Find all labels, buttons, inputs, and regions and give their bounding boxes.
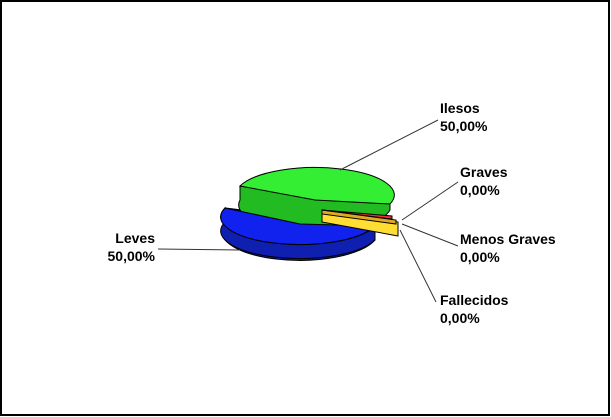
label-menos-graves-value: 0,00% (460, 249, 500, 265)
pie-slice-graves (321, 209, 393, 220)
leader-line-graves (401, 181, 459, 221)
leader-line-menos-graves (401, 223, 459, 247)
label-fallecidos-name: Fallecidos (440, 292, 509, 308)
label-leves-value: 50,00% (108, 248, 156, 264)
label-fallecidos-value: 0,00% (440, 310, 480, 326)
pie-slice-leves (220, 207, 377, 245)
leader-line-fallecidos (399, 229, 437, 303)
label-graves-value: 0,00% (460, 182, 500, 198)
slice-labels: Ilesos 50,00% Graves 0,00% Menos Graves … (108, 100, 556, 326)
label-ilesos-name: Ilesos (440, 100, 480, 116)
leader-line-ilesos (339, 119, 439, 171)
leader-lines (157, 119, 459, 303)
pie-3d (220, 167, 399, 261)
leader-line-leves (157, 248, 241, 251)
label-ilesos-value: 50,00% (440, 118, 488, 134)
label-leves-name: Leves (115, 230, 155, 246)
label-menos-graves-name: Menos Graves (460, 231, 556, 247)
label-graves-name: Graves (460, 164, 508, 180)
